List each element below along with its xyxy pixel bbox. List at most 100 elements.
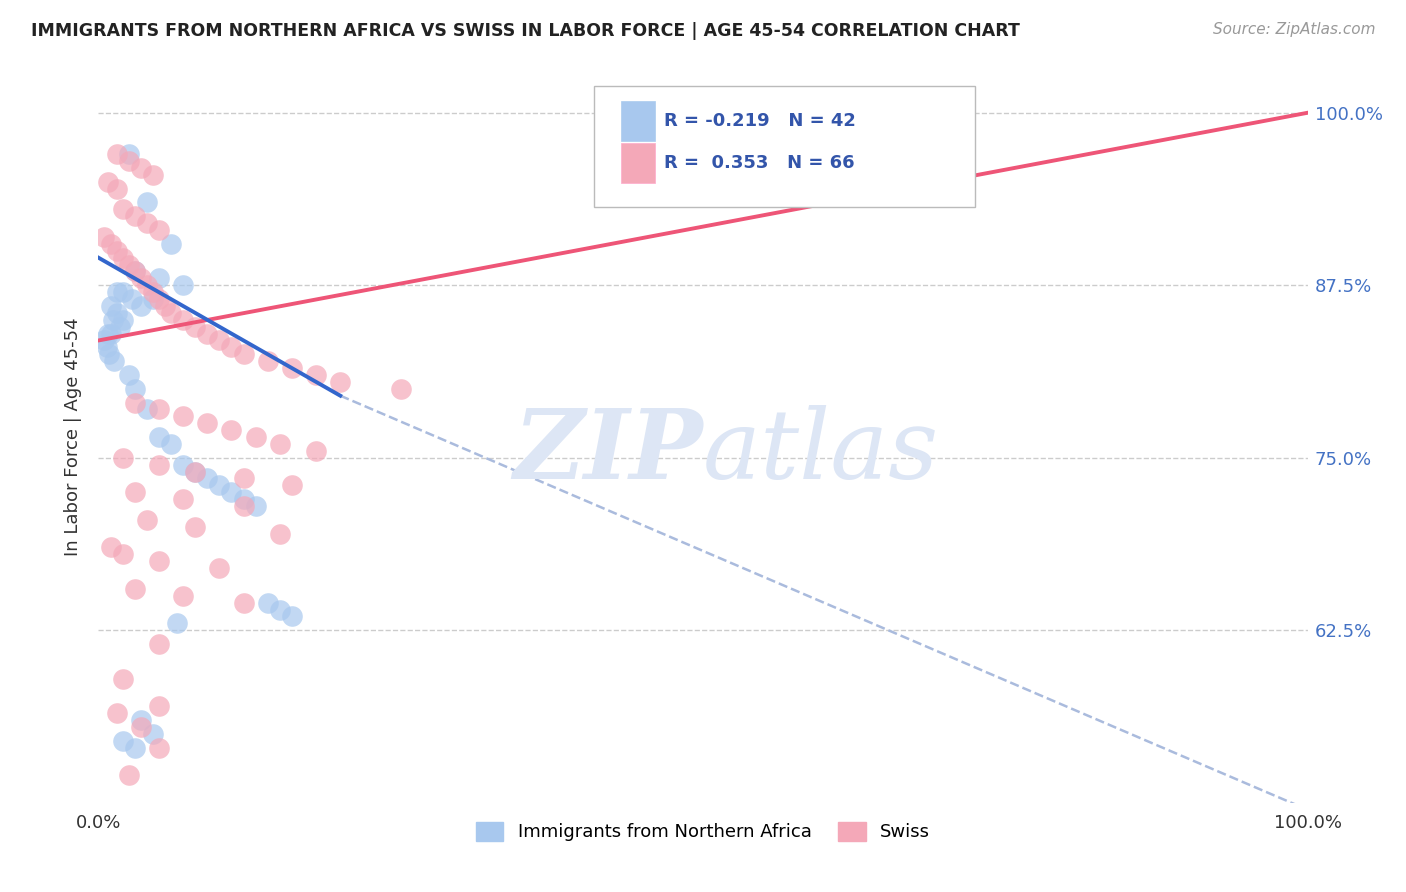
Point [142,168,165,182]
Point [232,596,254,610]
Point [221,485,243,500]
Point [160,437,183,451]
Point [208,478,231,492]
Point [105,285,128,300]
Point [97,175,120,189]
Point [232,471,254,485]
Point [124,395,146,409]
Point [124,485,146,500]
Point [118,154,141,169]
Point [160,306,183,320]
Point [172,492,194,507]
Point [148,458,170,472]
FancyBboxPatch shape [595,86,976,207]
Point [135,216,157,230]
Point [124,740,146,755]
Text: R = -0.219   N = 42: R = -0.219 N = 42 [664,112,856,130]
Text: Source: ZipAtlas.com: Source: ZipAtlas.com [1212,22,1375,37]
Point [118,147,141,161]
Point [208,561,231,575]
Point [118,258,141,272]
Point [135,513,157,527]
Point [256,596,278,610]
Point [148,402,170,417]
Point [105,147,128,161]
Point [129,720,152,734]
Point [195,326,218,341]
Point [148,430,170,444]
Point [111,672,134,686]
Point [124,209,146,223]
Point [184,319,207,334]
Point [135,195,157,210]
Point [129,161,152,175]
Point [281,361,304,376]
Point [148,699,170,714]
FancyBboxPatch shape [621,143,655,183]
Point [100,541,122,555]
Point [389,382,412,396]
Point [232,492,254,507]
Point [105,182,128,196]
Y-axis label: In Labor Force | Age 45-54: In Labor Force | Age 45-54 [63,318,82,557]
Point [124,264,146,278]
Point [118,368,141,382]
Point [105,706,128,720]
Point [111,548,134,562]
Point [281,609,304,624]
Point [166,616,188,631]
Point [129,713,152,727]
Point [269,526,291,541]
Point [160,236,183,251]
Point [148,740,170,755]
Point [245,499,267,513]
Point [124,582,146,596]
Point [195,417,218,431]
Point [100,299,122,313]
Text: ZIP: ZIP [513,405,703,499]
Point [121,292,143,306]
Text: R =  0.353   N = 66: R = 0.353 N = 66 [664,153,855,172]
Point [305,443,328,458]
Point [129,299,152,313]
Point [124,382,146,396]
Point [111,312,134,326]
Text: IMMIGRANTS FROM NORTHERN AFRICA VS SWISS IN LABOR FORCE | AGE 45-54 CORRELATION : IMMIGRANTS FROM NORTHERN AFRICA VS SWISS… [31,22,1019,40]
Point [111,450,134,465]
Point [93,230,115,244]
Point [172,312,194,326]
Point [195,471,218,485]
Point [269,437,291,451]
Point [111,251,134,265]
Point [108,319,131,334]
Point [96,340,118,354]
Point [148,554,170,568]
Point [100,236,122,251]
Point [111,733,134,747]
Point [135,402,157,417]
Point [129,271,152,285]
Point [148,637,170,651]
Point [245,430,267,444]
Point [142,285,165,300]
Point [103,354,125,368]
Point [97,326,120,341]
Point [329,375,352,389]
Point [148,292,170,306]
Point [184,465,207,479]
Point [269,602,291,616]
Point [172,409,194,424]
Point [124,264,146,278]
Point [98,347,121,361]
Point [305,368,328,382]
Point [232,499,254,513]
Point [111,202,134,217]
Point [281,478,304,492]
Point [221,340,243,354]
Point [100,326,122,341]
Point [93,334,115,348]
Point [105,244,128,258]
Point [172,589,194,603]
Legend: Immigrants from Northern Africa, Swiss: Immigrants from Northern Africa, Swiss [468,814,938,848]
Point [148,271,170,285]
